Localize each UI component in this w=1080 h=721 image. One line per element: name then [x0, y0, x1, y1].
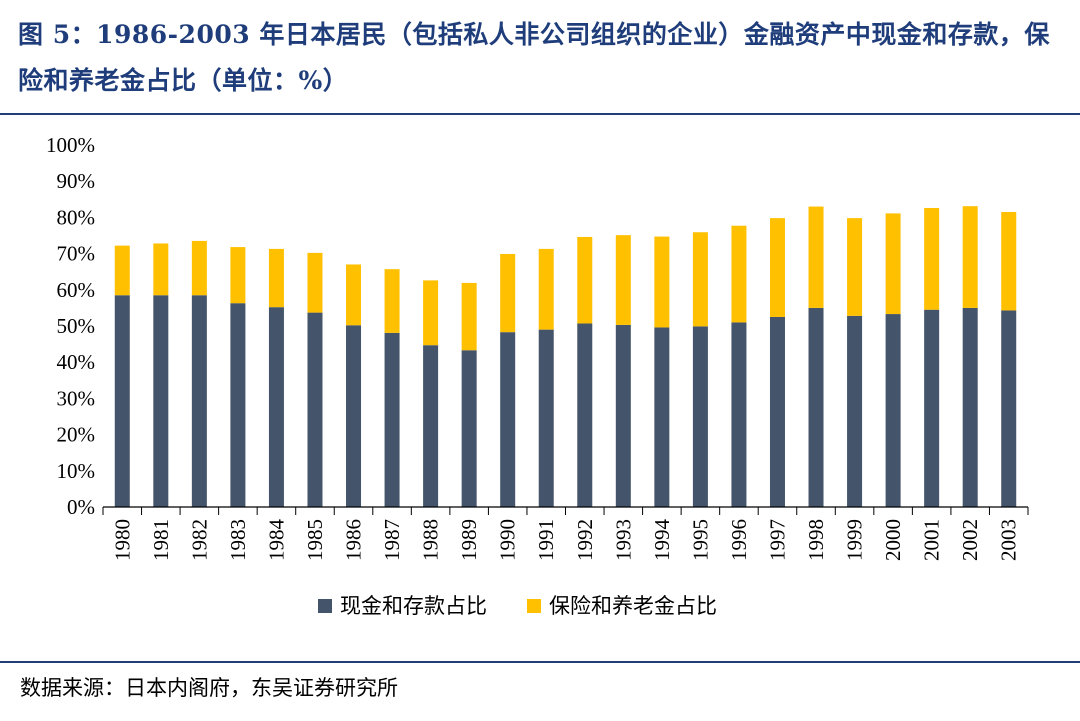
x-tick-label: 1996: [727, 519, 751, 561]
bar-insurance-1981: [153, 243, 169, 296]
bar-cash-1995: [692, 326, 708, 507]
bar-cash-2002: [962, 307, 978, 507]
bar-insurance-1982: [191, 240, 207, 296]
stacked-bar-chart: 0%10%20%30%40%50%60%70%80%90%100% 1980 19…: [46, 133, 1029, 618]
legend-item-insurance: 保险和养老金占比: [527, 594, 717, 618]
x-tick-label: 2003: [997, 519, 1021, 561]
x-tick-label: 1980: [110, 519, 134, 561]
y-tick-label: 0%: [67, 495, 95, 519]
bar-insurance-1994: [654, 236, 670, 328]
bar-insurance-2003: [1001, 211, 1017, 311]
bar-cash-1996: [731, 322, 747, 507]
source-note: 数据来源：日本内阁府，东吴证券研究所: [20, 676, 398, 700]
y-tick-label: 60%: [57, 278, 96, 302]
y-tick-label: 100%: [46, 133, 95, 157]
x-tick-label: 1987: [380, 519, 404, 561]
x-tick-label: 2000: [881, 519, 905, 561]
bar-cash-1989: [461, 350, 477, 507]
x-tick-label: 1990: [496, 519, 520, 561]
bars-group: [114, 206, 1017, 507]
x-tick-label: 1994: [650, 519, 674, 562]
x-tick-label: 1999: [843, 519, 867, 561]
x-tick-label: 1981: [149, 519, 173, 561]
bar-cash-1994: [654, 327, 670, 507]
bar-cash-1981: [153, 295, 169, 507]
bar-cash-1990: [500, 332, 516, 507]
bar-cash-1987: [384, 332, 400, 507]
bar-cash-1999: [847, 315, 863, 507]
y-tick-label: 10%: [57, 459, 96, 483]
y-tick-label: 40%: [57, 350, 96, 374]
x-tick-label: 1982: [187, 519, 211, 561]
bar-cash-1997: [769, 316, 785, 507]
x-tick-label: 1988: [419, 519, 443, 561]
bar-insurance-1998: [808, 206, 824, 308]
x-tick-label: 1986: [342, 519, 366, 561]
bar-cash-1982: [191, 295, 207, 507]
x-tick-label: 1985: [303, 519, 327, 561]
x-axis: [102, 506, 1029, 515]
bar-insurance-1980: [114, 245, 130, 296]
x-tick-label: 1997: [765, 519, 789, 561]
bar-insurance-1986: [346, 264, 362, 326]
top-divider: [0, 113, 1080, 115]
bar-cash-1980: [114, 295, 130, 507]
y-tick-label: 30%: [57, 386, 96, 410]
x-tick-label: 1998: [804, 519, 828, 561]
legend-swatch: [527, 599, 541, 613]
legend-label: 保险和养老金占比: [549, 594, 717, 618]
y-tick-label: 50%: [57, 314, 96, 338]
bar-insurance-1990: [500, 253, 516, 333]
bar-cash-2003: [1001, 310, 1017, 507]
x-tick-label: 1989: [457, 519, 481, 561]
bar-cash-1983: [230, 303, 246, 507]
bar-cash-2001: [924, 309, 940, 507]
x-tick-label: 2001: [920, 519, 944, 561]
legend-item-cash: 现金和存款占比: [318, 594, 487, 618]
y-tick-label: 20%: [57, 423, 96, 447]
bar-cash-1985: [307, 312, 323, 507]
x-tick-label: 1983: [226, 519, 250, 561]
y-tick-label: 90%: [57, 169, 96, 193]
bar-cash-2000: [885, 314, 901, 507]
y-tick-label: 80%: [57, 205, 96, 229]
bar-insurance-1992: [577, 236, 593, 324]
legend-label: 现金和存款占比: [340, 594, 487, 618]
x-tick-label: 2002: [958, 519, 982, 561]
bar-insurance-1999: [847, 218, 863, 316]
y-tick-label: 70%: [57, 242, 96, 266]
bar-cash-1984: [268, 307, 284, 507]
bar-cash-1988: [423, 345, 439, 507]
bar-insurance-1988: [423, 280, 439, 346]
bar-insurance-1984: [268, 248, 284, 308]
bar-insurance-1993: [615, 235, 631, 325]
bar-insurance-2000: [885, 213, 901, 315]
legend: 现金和存款占比 保险和养老金占比: [318, 594, 717, 618]
bar-insurance-1996: [731, 225, 747, 323]
x-axis-labels: 1980 1981 1982 1983 1984 1985 1986 1987 1988 1989…: [110, 519, 1020, 562]
y-axis-ticks: 0% 10% 20% 30% 40% 50% 60% 70% 80% 90% 100%: [46, 133, 95, 519]
bar-insurance-2002: [962, 206, 978, 308]
x-tick-label: 1993: [611, 519, 635, 561]
bar-insurance-1995: [692, 232, 708, 327]
bar-insurance-1989: [461, 282, 477, 351]
bar-cash-1992: [577, 323, 593, 507]
bar-insurance-1997: [769, 218, 785, 317]
bar-insurance-1987: [384, 269, 400, 333]
bar-insurance-1985: [307, 252, 323, 313]
bar-cash-1986: [346, 325, 362, 507]
bar-cash-1991: [538, 329, 554, 507]
bar-insurance-1991: [538, 248, 554, 330]
x-tick-label: 1992: [573, 519, 597, 561]
bar-insurance-1983: [230, 247, 246, 304]
x-tick-label: 1995: [688, 519, 712, 561]
bar-cash-1998: [808, 307, 824, 507]
bottom-divider: [0, 661, 1080, 663]
x-tick-label: 1984: [264, 519, 288, 562]
x-tick-label: 1991: [534, 519, 558, 561]
chart-title: 图 5：1986-2003 年日本居民（包括私人非公司组织的企业）金融资产中现金…: [18, 20, 1050, 95]
legend-swatch: [318, 599, 332, 613]
bar-insurance-2001: [924, 207, 940, 310]
bar-cash-1993: [615, 324, 631, 507]
